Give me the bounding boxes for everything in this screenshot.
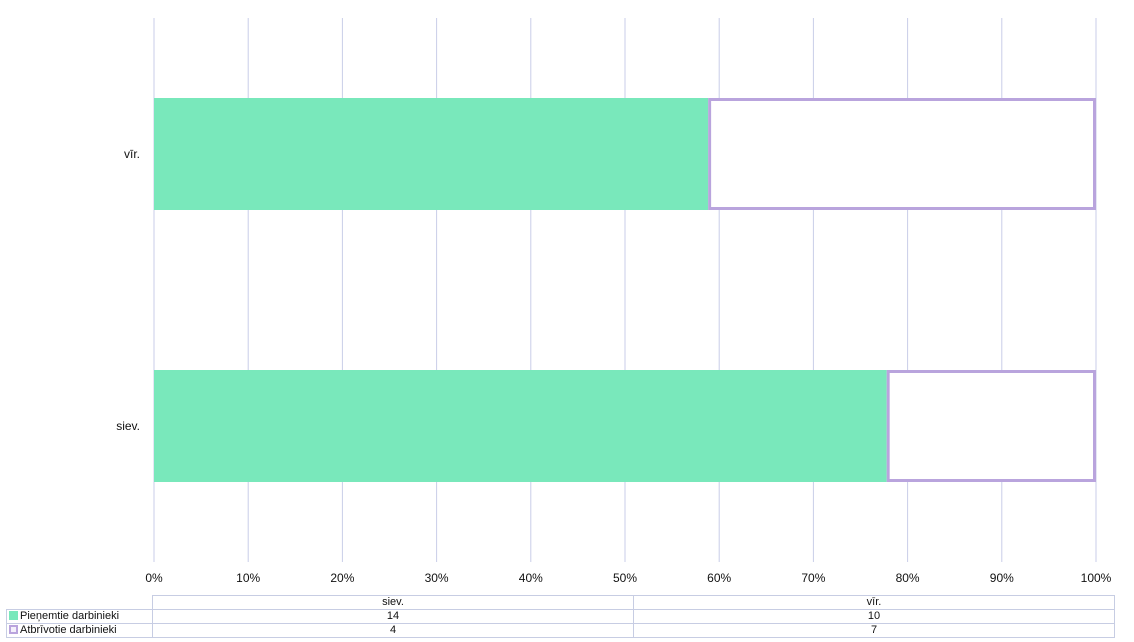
legend-entry: Pieņemtie darbinieki <box>6 609 153 624</box>
bar-segment-0 <box>154 370 887 482</box>
x-tick-label: 50% <box>613 571 637 585</box>
x-tick-label: 100% <box>1081 571 1112 585</box>
x-tick-label: 10% <box>236 571 260 585</box>
bar-segment-0 <box>154 98 709 210</box>
x-tick-label: 80% <box>896 571 920 585</box>
x-tick-label: 60% <box>707 571 731 585</box>
x-tick-label: 40% <box>519 571 543 585</box>
table-cell: 4 <box>152 623 634 638</box>
table-corner-cell <box>6 595 153 610</box>
data-table: siev. vīr. Pieņemtie darbinieki 14 10 At… <box>6 595 1115 638</box>
table-header-row: siev. vīr. <box>6 595 1115 610</box>
table-header-cell: vīr. <box>633 595 1115 610</box>
x-tick-label: 70% <box>801 571 825 585</box>
category-label: siev. <box>116 419 140 433</box>
category-label: vīr. <box>124 147 140 161</box>
table-cell: 7 <box>633 623 1115 638</box>
table-row: Pieņemtie darbinieki 14 10 <box>6 609 1115 624</box>
bar-segment-1 <box>886 370 1097 482</box>
legend-label: Atbrīvotie darbinieki <box>20 624 117 637</box>
stacked-bar-chart: 0% 10% 20% 30% 40% 50% 60% 70% 80% 90% 100% siev. vī… <box>116 18 1112 585</box>
x-tick-label: 20% <box>330 571 354 585</box>
table-row: Atbrīvotie darbinieki 4 7 <box>6 623 1115 638</box>
legend-label: Pieņemtie darbinieki <box>20 610 120 623</box>
x-tick-label: 0% <box>145 571 163 585</box>
legend-entry: Atbrīvotie darbinieki <box>6 623 153 638</box>
table-cell: 14 <box>152 609 634 624</box>
table-header-cell: siev. <box>152 595 634 610</box>
bar-segment-1 <box>708 98 1097 210</box>
x-tick-label: 90% <box>990 571 1014 585</box>
x-tick-label: 30% <box>425 571 449 585</box>
legend-swatch-filled <box>9 611 18 620</box>
table-cell: 10 <box>633 609 1115 624</box>
legend-swatch-outlined <box>9 625 18 634</box>
